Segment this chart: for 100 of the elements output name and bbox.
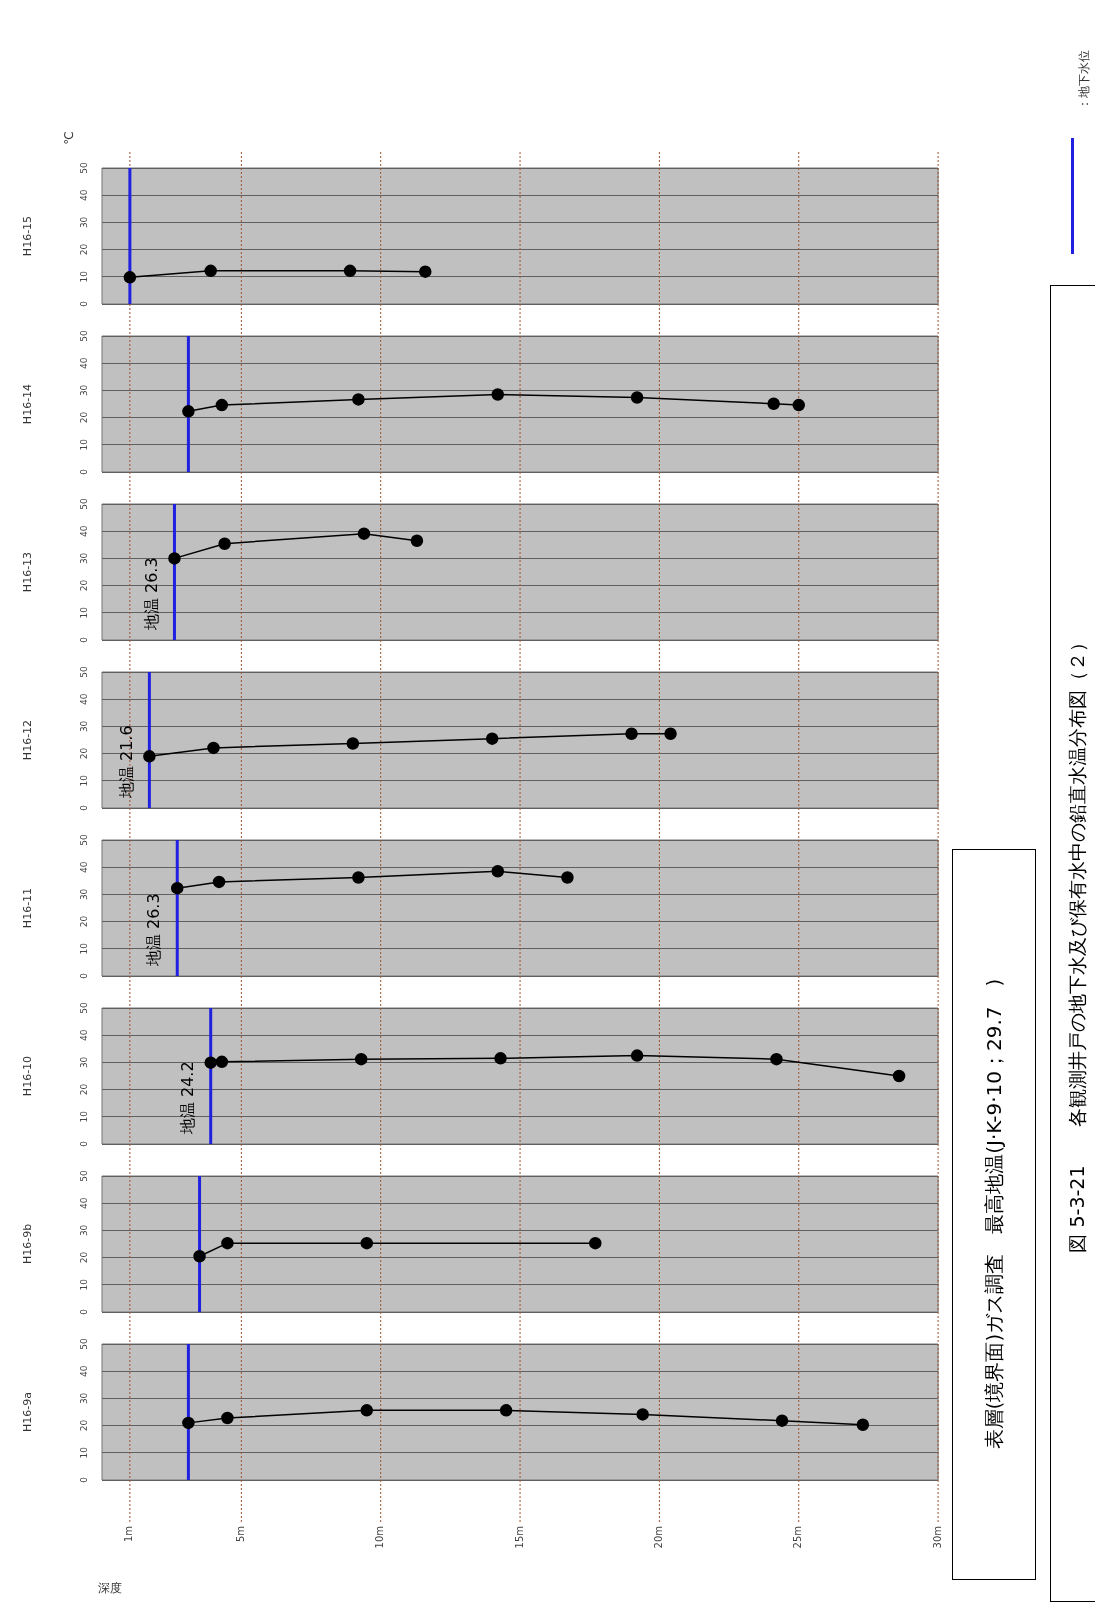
y-tick-label: 20 (79, 747, 90, 760)
point (354, 1052, 368, 1066)
y-tick-label: 0 (79, 468, 90, 475)
point (352, 871, 365, 884)
annotation: 地温 24.2 (177, 1061, 197, 1136)
x-tick-label: 5m (234, 1526, 246, 1543)
point (215, 1055, 229, 1069)
point (499, 1404, 513, 1417)
point (630, 1049, 644, 1062)
y-tick-label: 30 (79, 216, 90, 229)
point (212, 875, 226, 889)
annotation: 地温 26.3 (144, 893, 164, 968)
x-tick-label: 10m (374, 1526, 386, 1549)
y-tick-label: 0 (79, 636, 90, 643)
x-tick-label: 25m (792, 1526, 804, 1549)
y-tick-label: 30 (79, 1224, 90, 1237)
text: H16-13 (20, 551, 35, 593)
y-tick-label: 40 (79, 357, 90, 369)
y-tick-label: 10 (79, 1278, 90, 1291)
y-tick-label: 20 (79, 1419, 90, 1432)
point (770, 1052, 783, 1066)
text: H16-12 (20, 719, 35, 761)
y-tick-label: 10 (79, 942, 90, 955)
point (182, 1416, 195, 1430)
point (561, 871, 574, 884)
y-tick-label: 20 (79, 243, 90, 256)
y-tick-label: 30 (79, 1056, 90, 1069)
point (767, 397, 780, 410)
point (143, 750, 156, 763)
x-tick-label: 1m (123, 1526, 135, 1543)
y-tick-label: 10 (79, 774, 90, 787)
point (357, 527, 371, 540)
y-tick-label: 50 (79, 498, 90, 510)
y-tick-label: 50 (79, 330, 90, 342)
point (491, 388, 504, 401)
y-tick-label: 20 (79, 579, 90, 592)
point (491, 865, 504, 878)
y-tick-label: 50 (79, 162, 90, 174)
point (215, 398, 229, 412)
y-tick-label: 10 (79, 606, 90, 619)
point (664, 727, 677, 740)
y-tick-label: 10 (79, 438, 90, 451)
y-tick-label: 40 (79, 1197, 90, 1209)
text: H16-15 (20, 215, 35, 257)
y-tick-label: 40 (79, 693, 90, 705)
y-tick-label: 30 (79, 720, 90, 733)
y-tick-label: 50 (79, 666, 90, 678)
point (168, 552, 181, 565)
point (360, 1404, 374, 1417)
y-tick-label: 10 (79, 1446, 90, 1459)
text: H16-9b (20, 1223, 35, 1265)
y-tick-label: 20 (79, 915, 90, 928)
y-tick-label: 50 (79, 1002, 90, 1014)
point (892, 1069, 906, 1083)
point (221, 1411, 234, 1425)
y-tick-label: 0 (79, 804, 90, 811)
point (410, 534, 424, 547)
y-tick-label: 20 (79, 1083, 90, 1096)
point (636, 1408, 649, 1421)
point (494, 1052, 507, 1065)
point (856, 1418, 870, 1432)
y-tick-label: 0 (79, 972, 90, 979)
y-tick-label: 40 (79, 861, 90, 873)
point (123, 271, 137, 284)
point (792, 398, 805, 412)
point (218, 537, 231, 550)
y-tick-label: 0 (79, 300, 90, 307)
y-tick-label: 10 (79, 1110, 90, 1123)
y-tick-label: 0 (79, 1140, 90, 1147)
text: ：地下水位 (1077, 50, 1092, 110)
x-tick-label: 15m (513, 1526, 525, 1549)
text: 表層(境界面)ガス調査 最高地温(J·K-9·10；29.7 ) (982, 978, 1006, 1450)
x-tick-label: 20m (652, 1526, 664, 1549)
point (171, 881, 184, 895)
y-axis-title: ℃ (62, 131, 77, 145)
text: H16-9a (20, 1392, 35, 1432)
point (204, 1056, 217, 1069)
annotation: 地温 26.3 (141, 557, 161, 632)
y-tick-label: 50 (79, 1338, 90, 1350)
x-tick-label: 30m (931, 1526, 943, 1549)
y-tick-label: 0 (79, 1308, 90, 1315)
text: H16-11 (20, 887, 35, 929)
point (419, 265, 432, 278)
y-tick-label: 30 (79, 888, 90, 901)
y-tick-label: 40 (79, 1365, 90, 1377)
point (207, 741, 220, 755)
y-tick-label: 20 (79, 411, 90, 424)
text: H16-10 (20, 1055, 35, 1097)
annotation: 地温 21.6 (116, 725, 136, 800)
x-axis-title: 深度 (98, 1580, 122, 1597)
point (346, 737, 360, 750)
y-tick-label: 50 (79, 834, 90, 846)
point (775, 1414, 789, 1427)
y-tick-label: 20 (79, 1251, 90, 1264)
point (182, 405, 195, 418)
point (485, 732, 499, 745)
y-tick-label: 30 (79, 1392, 90, 1405)
point (343, 264, 357, 278)
text: 図 5-3-21 各観測井戸の地下水及び保有水中の鉛直水温分布図（２） (1065, 633, 1088, 1253)
y-tick-label: 0 (79, 1476, 90, 1483)
